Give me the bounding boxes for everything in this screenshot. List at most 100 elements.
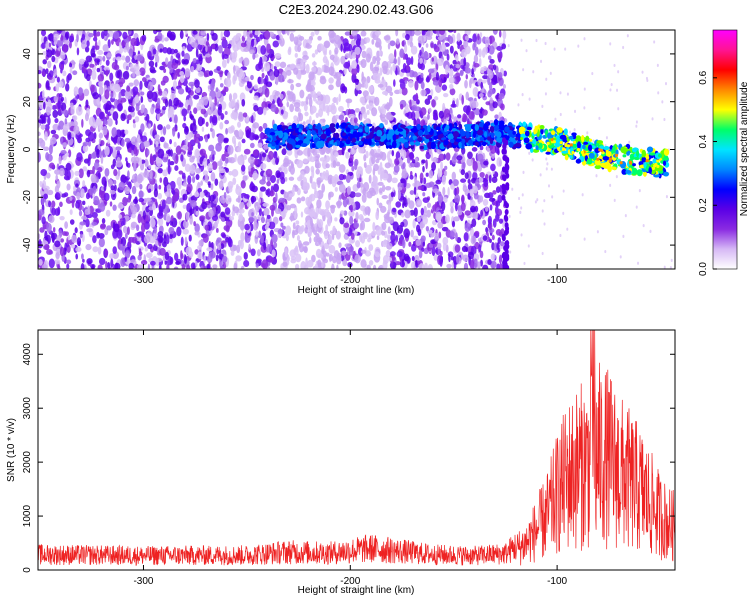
heatmap-cell <box>424 262 428 269</box>
heatmap-signal-cell <box>535 145 539 151</box>
heatmap-cell <box>215 87 219 93</box>
heatmap-cell <box>583 106 586 110</box>
heatmap-cell <box>57 100 61 110</box>
heatmap-cell <box>321 64 325 73</box>
heatmap-cell <box>84 46 90 53</box>
heatmap-cell <box>502 84 506 89</box>
heatmap-cell <box>487 90 492 98</box>
heatmap-cell <box>428 170 434 179</box>
heatmap-signal-cell <box>611 166 617 171</box>
heatmap-cell <box>297 111 302 117</box>
heatmap-cell <box>167 149 171 157</box>
heatmap-cell <box>98 111 105 120</box>
heatmap-cell <box>669 266 672 269</box>
heatmap-cell <box>96 232 100 237</box>
heatmap-cell <box>466 157 474 167</box>
heatmap-cell <box>82 141 89 147</box>
heatmap-signal-cell <box>571 132 577 137</box>
heatmap-cell <box>51 48 56 56</box>
heatmap-cell <box>255 36 261 43</box>
heatmap-cell <box>228 101 234 109</box>
heatmap-cell <box>323 50 327 56</box>
heatmap-cell <box>48 215 55 223</box>
heatmap-cell <box>414 157 419 163</box>
heatmap-cell <box>371 154 376 165</box>
heatmap-cell <box>299 61 305 71</box>
heatmap-cell <box>286 101 290 108</box>
heatmap-cell <box>258 230 262 239</box>
heatmap-cell <box>237 239 243 247</box>
heatmap-cell <box>263 242 267 251</box>
heatmap-cell <box>366 110 370 115</box>
heatmap-cell <box>232 177 237 185</box>
heatmap-cell <box>316 237 323 243</box>
heatmap-cell <box>475 87 478 97</box>
heatmap-cell <box>69 62 73 68</box>
heatmap-cell <box>335 96 339 106</box>
heatmap-signal-cell <box>580 135 585 143</box>
heatmap-cell <box>525 49 528 53</box>
heatmap-cell <box>158 236 164 243</box>
heatmap-cell <box>249 33 253 38</box>
heatmap-cell <box>167 61 173 69</box>
heatmap-cell <box>150 155 153 163</box>
heatmap-cell <box>271 249 276 258</box>
heatmap-cell <box>148 164 152 170</box>
heatmap-cell <box>130 221 138 229</box>
heatmap-cell <box>450 183 454 188</box>
heatmap-cell <box>85 218 90 228</box>
heatmap-cell <box>410 45 418 55</box>
heatmap-cell <box>426 202 432 209</box>
heatmap-cell <box>248 132 256 141</box>
heatmap-cell <box>128 106 135 113</box>
heatmap-cell <box>264 87 270 98</box>
heatmap-cell <box>399 260 406 268</box>
heatmap-cell <box>365 53 371 63</box>
heatmap-cell <box>157 124 163 131</box>
heatmap-cell <box>119 97 127 103</box>
heatmap-cell <box>138 190 144 199</box>
heatmap-cell <box>293 115 298 121</box>
heatmap-cell <box>337 105 344 112</box>
heatmap-cell <box>289 249 297 258</box>
heatmap-cell <box>76 33 79 43</box>
heatmap-signal-cell <box>532 148 540 153</box>
heatmap-cell <box>193 94 200 100</box>
heatmap-cell <box>143 60 147 71</box>
heatmap-cell <box>91 221 98 226</box>
heatmap-cell <box>364 206 371 215</box>
heatmap-cell <box>131 185 137 195</box>
heatmap-cell <box>58 155 62 165</box>
heatmap-cell <box>211 43 216 50</box>
heatmap-cell <box>97 232 105 239</box>
heatmap-cell <box>236 244 241 254</box>
heatmap-cell <box>205 40 210 47</box>
heatmap-cell <box>461 194 465 203</box>
heatmap-cell <box>434 232 439 241</box>
heatmap-cell <box>450 206 454 214</box>
heatmap-cell <box>42 146 50 151</box>
heatmap-cell <box>292 186 296 193</box>
heatmap-cell <box>471 211 479 220</box>
heatmap-cell <box>210 30 214 35</box>
heatmap-cell <box>354 160 358 171</box>
heatmap-cell <box>124 137 131 143</box>
heatmap-cell <box>218 168 226 174</box>
heatmap-cell <box>439 30 445 35</box>
heatmap-cell <box>40 139 46 149</box>
heatmap-cell <box>98 81 104 87</box>
heatmap-cell <box>487 76 491 86</box>
heatmap-cell <box>134 156 140 164</box>
heatmap-cell <box>50 136 57 145</box>
heatmap-cell <box>452 100 456 108</box>
heatmap-cell <box>46 222 52 233</box>
heatmap-cell <box>147 243 153 250</box>
heatmap-cell <box>554 117 557 121</box>
heatmap-cell <box>605 136 608 140</box>
heatmap-cell <box>415 161 421 168</box>
heatmap-cell <box>391 207 397 213</box>
heatmap-cell <box>351 60 357 69</box>
heatmap-cell <box>131 173 138 184</box>
heatmap-cell <box>368 174 372 184</box>
heatmap-cell <box>427 68 435 74</box>
